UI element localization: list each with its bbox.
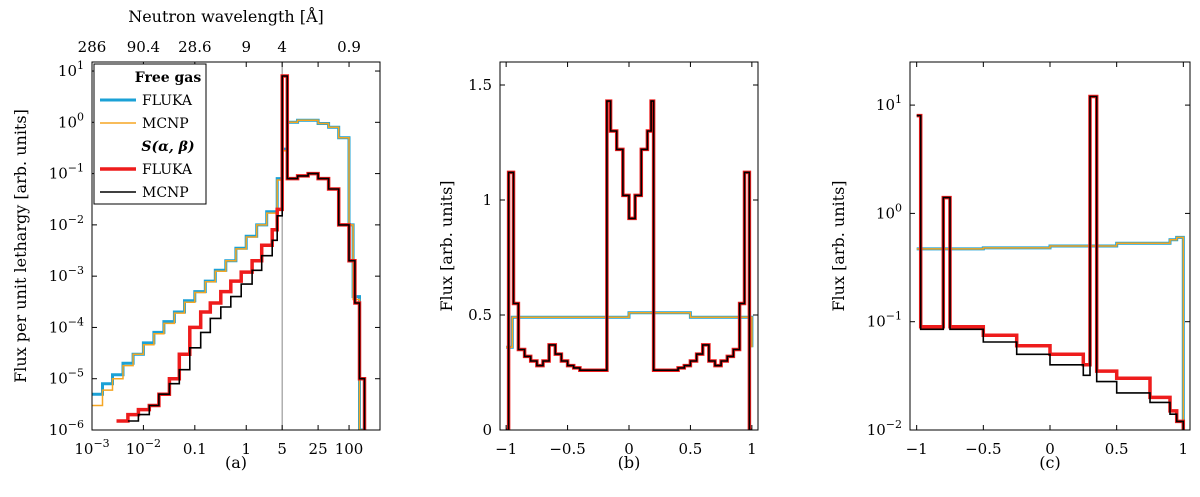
y-axis-label: Flux [arb. units] xyxy=(437,180,456,311)
y-axis-label: Flux [arb. units] xyxy=(829,180,848,311)
x-tick-label: 0.1 xyxy=(183,440,207,458)
y-tick-label: 10−2 xyxy=(49,213,84,234)
top-axis-label: Neutron wavelength [Å] xyxy=(128,6,324,26)
y-tick-label: 1 xyxy=(482,191,492,209)
y-tick-label: 0.5 xyxy=(468,306,492,324)
y-tick-label: 100 xyxy=(876,201,902,222)
chart-panel-a: 10−3 10−2 0.1 1 5 25 100 10−6 10−5 10−4 10−3 10−2 10… xyxy=(11,6,381,472)
legend-entry-label: FLUKA xyxy=(142,162,193,178)
top-axis-tick-label: 286 xyxy=(78,38,107,56)
y-tick-label: 10−6 xyxy=(49,418,84,439)
legend-group-title: Free gas xyxy=(135,70,202,86)
x-tick-label: 1 xyxy=(241,440,251,458)
x-tick-label: 0 xyxy=(624,440,634,458)
series-line-1 xyxy=(506,311,753,348)
plot-frame xyxy=(91,61,381,431)
panel-caption: (b) xyxy=(618,453,641,472)
y-tick-label: 10−1 xyxy=(867,310,902,331)
x-tick-label: 1 xyxy=(1179,440,1189,458)
x-tick-label: −1 xyxy=(906,440,928,458)
legend-group-title: S(α, β) xyxy=(141,139,194,155)
series-line-0 xyxy=(916,235,1185,430)
x-tick-label: 0.5 xyxy=(1105,440,1129,458)
top-axis-tick-label: 90.4 xyxy=(127,38,160,56)
y-tick-label: 1.5 xyxy=(468,76,492,94)
y-axis-label: Flux per unit lethargy [arb. units] xyxy=(11,109,30,383)
x-tick-label: −1 xyxy=(495,440,517,458)
y-tick-label: 101 xyxy=(876,93,902,114)
x-tick-label: 10−3 xyxy=(74,437,109,458)
y-tick-label: 10−2 xyxy=(867,418,902,439)
x-tick-label: 1 xyxy=(747,440,757,458)
y-tick-label: 10−4 xyxy=(49,315,84,336)
series-line-3 xyxy=(916,95,1185,430)
series-line-3 xyxy=(506,100,752,430)
x-tick-label: 0.5 xyxy=(678,440,702,458)
top-axis-tick-label: 0.9 xyxy=(337,38,361,56)
series-line-1 xyxy=(916,236,1185,430)
top-axis-tick-label: 9 xyxy=(241,38,251,56)
x-tick-label: −0.5 xyxy=(965,440,1001,458)
legend-entry-label: FLUKA xyxy=(142,93,193,109)
series-line-2 xyxy=(506,99,752,430)
legend-entry-label: MCNP xyxy=(142,116,189,132)
series-line-2 xyxy=(916,94,1186,430)
chart-panel-c: −1 −0.5 0 0.5 1 10−2 10−1 100 101 Flux [arb. unit… xyxy=(829,61,1191,472)
legend: Free gas FLUKA MCNP S(α, β) FLUKA MCNP xyxy=(93,63,207,205)
y-tick-label: 10−1 xyxy=(49,162,84,183)
x-tick-label: 10−2 xyxy=(126,437,161,458)
x-tick-label: 0 xyxy=(1045,440,1055,458)
legend-entry-label: MCNP xyxy=(142,185,189,201)
y-tick-label: 10−3 xyxy=(49,264,84,285)
y-tick-label: 101 xyxy=(58,59,84,80)
top-axis-tick-label: 4 xyxy=(277,38,287,56)
x-tick-label: −0.5 xyxy=(549,440,585,458)
y-tick-label: 100 xyxy=(58,110,84,131)
series-line-1 xyxy=(92,119,365,430)
top-axis-tick-label: 28.6 xyxy=(178,38,211,56)
y-tick-label: 0 xyxy=(482,421,492,439)
panel-caption: (a) xyxy=(225,453,247,472)
panel-caption: (c) xyxy=(1039,453,1060,472)
x-tick-label: 25 xyxy=(309,440,328,458)
y-tick-label: 10−5 xyxy=(49,367,84,388)
series-line-3 xyxy=(127,75,366,430)
x-tick-label: 5 xyxy=(277,440,287,458)
plot-frame xyxy=(499,61,759,431)
chart-panel-b: −1 −0.5 0 0.5 1 0 0.5 1 1.5 Flux [arb. units] (b) xyxy=(437,61,759,472)
legend-box xyxy=(93,63,207,205)
x-tick-label: 100 xyxy=(335,440,364,458)
